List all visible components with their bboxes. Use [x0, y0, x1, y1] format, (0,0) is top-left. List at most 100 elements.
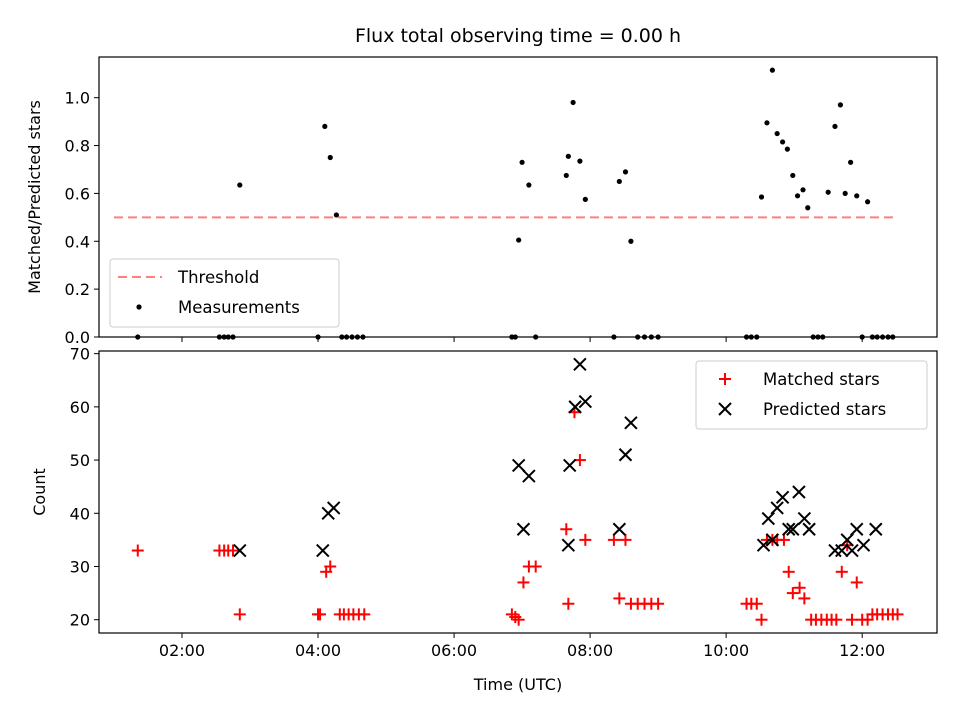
measurement-point — [577, 158, 583, 164]
measurement-point — [237, 182, 243, 188]
measurement-point — [848, 159, 854, 165]
bottom-y-tick-label: 30 — [70, 557, 90, 576]
predicted-star-point — [761, 511, 776, 526]
matched-star-point — [233, 608, 246, 621]
measurement-point — [832, 123, 838, 130]
predicted-star-point — [561, 538, 576, 552]
measurement-point — [743, 334, 750, 340]
measurement-point — [655, 334, 661, 340]
measurement-point — [790, 172, 796, 179]
bottom-y-tick-label: 60 — [70, 398, 90, 417]
matched-star-point — [579, 533, 592, 546]
measurement-point — [512, 334, 518, 340]
measurement-point — [327, 154, 333, 161]
bottom-y-tick-label: 70 — [70, 345, 90, 364]
measurement-point — [230, 334, 236, 340]
measurement-point — [635, 334, 641, 340]
matched-star-point — [845, 613, 858, 626]
measurements-legend-label: Measurements — [178, 298, 300, 317]
measurement-point — [516, 237, 522, 243]
matched-star-point — [324, 560, 337, 573]
predicted-star-point — [775, 490, 790, 505]
measurement-point — [339, 334, 345, 340]
predicted-legend-swatch — [718, 402, 732, 416]
matched-star-point — [358, 608, 371, 621]
measurement-point — [565, 153, 571, 159]
measurement-point — [854, 193, 860, 199]
predicted-star-point — [765, 533, 780, 547]
predicted-star-point — [568, 400, 582, 414]
measurement-point — [825, 189, 831, 195]
measurement-point — [641, 334, 648, 340]
top-y-tick-label: 0.8 — [65, 137, 90, 156]
matched-star-point — [782, 565, 795, 578]
measurement-point — [754, 334, 760, 340]
matched-star-point — [891, 608, 904, 621]
predicted-star-point — [624, 416, 638, 430]
measurement-point — [859, 334, 865, 340]
predicted-star-point — [770, 501, 784, 515]
measurement-point — [349, 334, 355, 340]
measurement-point — [815, 334, 821, 340]
measurement-point — [885, 334, 891, 340]
measurement-point — [748, 334, 754, 340]
measurement-point — [890, 334, 896, 340]
bottom-x-tick-label: 04:00 — [295, 641, 341, 660]
bottom-y-axis-title: Count — [30, 468, 49, 516]
top-y-axis-title: Matched/Predicted stars — [25, 100, 44, 294]
matched-star-point — [619, 533, 632, 546]
x-axis-title: Time (UTC) — [473, 675, 562, 694]
measurement-point — [225, 334, 231, 340]
measurement-point — [758, 194, 765, 200]
predicted-star-point — [786, 522, 800, 536]
measurement-point — [648, 334, 654, 340]
bottom-x-ticks: 02:00 04:00 06:00 08:00 10:00 12:00 — [159, 633, 885, 660]
threshold-legend-label: Threshold — [177, 268, 259, 287]
top-legend-box — [109, 258, 340, 328]
matched-star-point — [226, 544, 239, 557]
top-y-tick-label: 0.2 — [65, 280, 90, 299]
bottom-y-tick-label: 20 — [70, 611, 90, 630]
matched-star-point — [798, 592, 811, 605]
measurement-point — [563, 172, 569, 179]
predicted-star-point — [511, 458, 526, 473]
measurement-point — [533, 334, 539, 340]
measurement-point — [333, 212, 339, 218]
matched-star-point — [607, 533, 620, 546]
bottom-y-ticks: 20 30 40 50 60 70 — [70, 345, 99, 630]
measurement-point — [800, 187, 806, 193]
chart-title: Flux total observing time = 0.00 h — [355, 25, 681, 47]
bottom-y-tick-label: 50 — [70, 451, 90, 470]
top-axes-frame — [98, 56, 938, 338]
measurement-point — [322, 123, 328, 130]
matched-star-point — [835, 565, 848, 578]
predicted-star-point — [850, 522, 864, 536]
measurement-point — [784, 146, 790, 152]
top-panel: 0.0 0.2 0.4 0.6 0.8 1.0 Matched/Predicted sta… — [25, 56, 938, 347]
bottom-legend: Matched stars Predicted stars — [695, 360, 928, 430]
bottom-panel: 20 30 40 50 60 70 02:00 04:00 06:00 08:00 10:00 12… — [30, 345, 938, 694]
measurement-point — [526, 182, 532, 188]
matched-star-point — [793, 581, 806, 594]
predicted-star-point — [792, 485, 806, 499]
measurement-point — [774, 130, 780, 137]
matched-star-point — [314, 608, 327, 621]
measurement-point — [874, 334, 880, 340]
matched-star-point — [777, 533, 790, 546]
measurement-point — [769, 67, 775, 73]
measurement-point — [611, 334, 617, 340]
matched-legend-swatch — [719, 373, 731, 385]
measurement-point — [343, 334, 350, 340]
predicted-star-point — [797, 511, 812, 526]
predicted-star-point — [856, 538, 871, 552]
matched-star-point — [131, 544, 144, 557]
measurement-point — [622, 169, 629, 175]
matched-star-point — [850, 576, 863, 589]
predicted-star-point — [835, 543, 849, 558]
bottom-y-tick-label: 40 — [70, 504, 90, 523]
top-y-tick-label: 0.0 — [65, 328, 90, 347]
top-y-ticks: 0.0 0.2 0.4 0.6 0.8 1.0 — [65, 89, 99, 347]
predicted-star-point — [522, 469, 536, 483]
measurement-point — [879, 334, 886, 340]
